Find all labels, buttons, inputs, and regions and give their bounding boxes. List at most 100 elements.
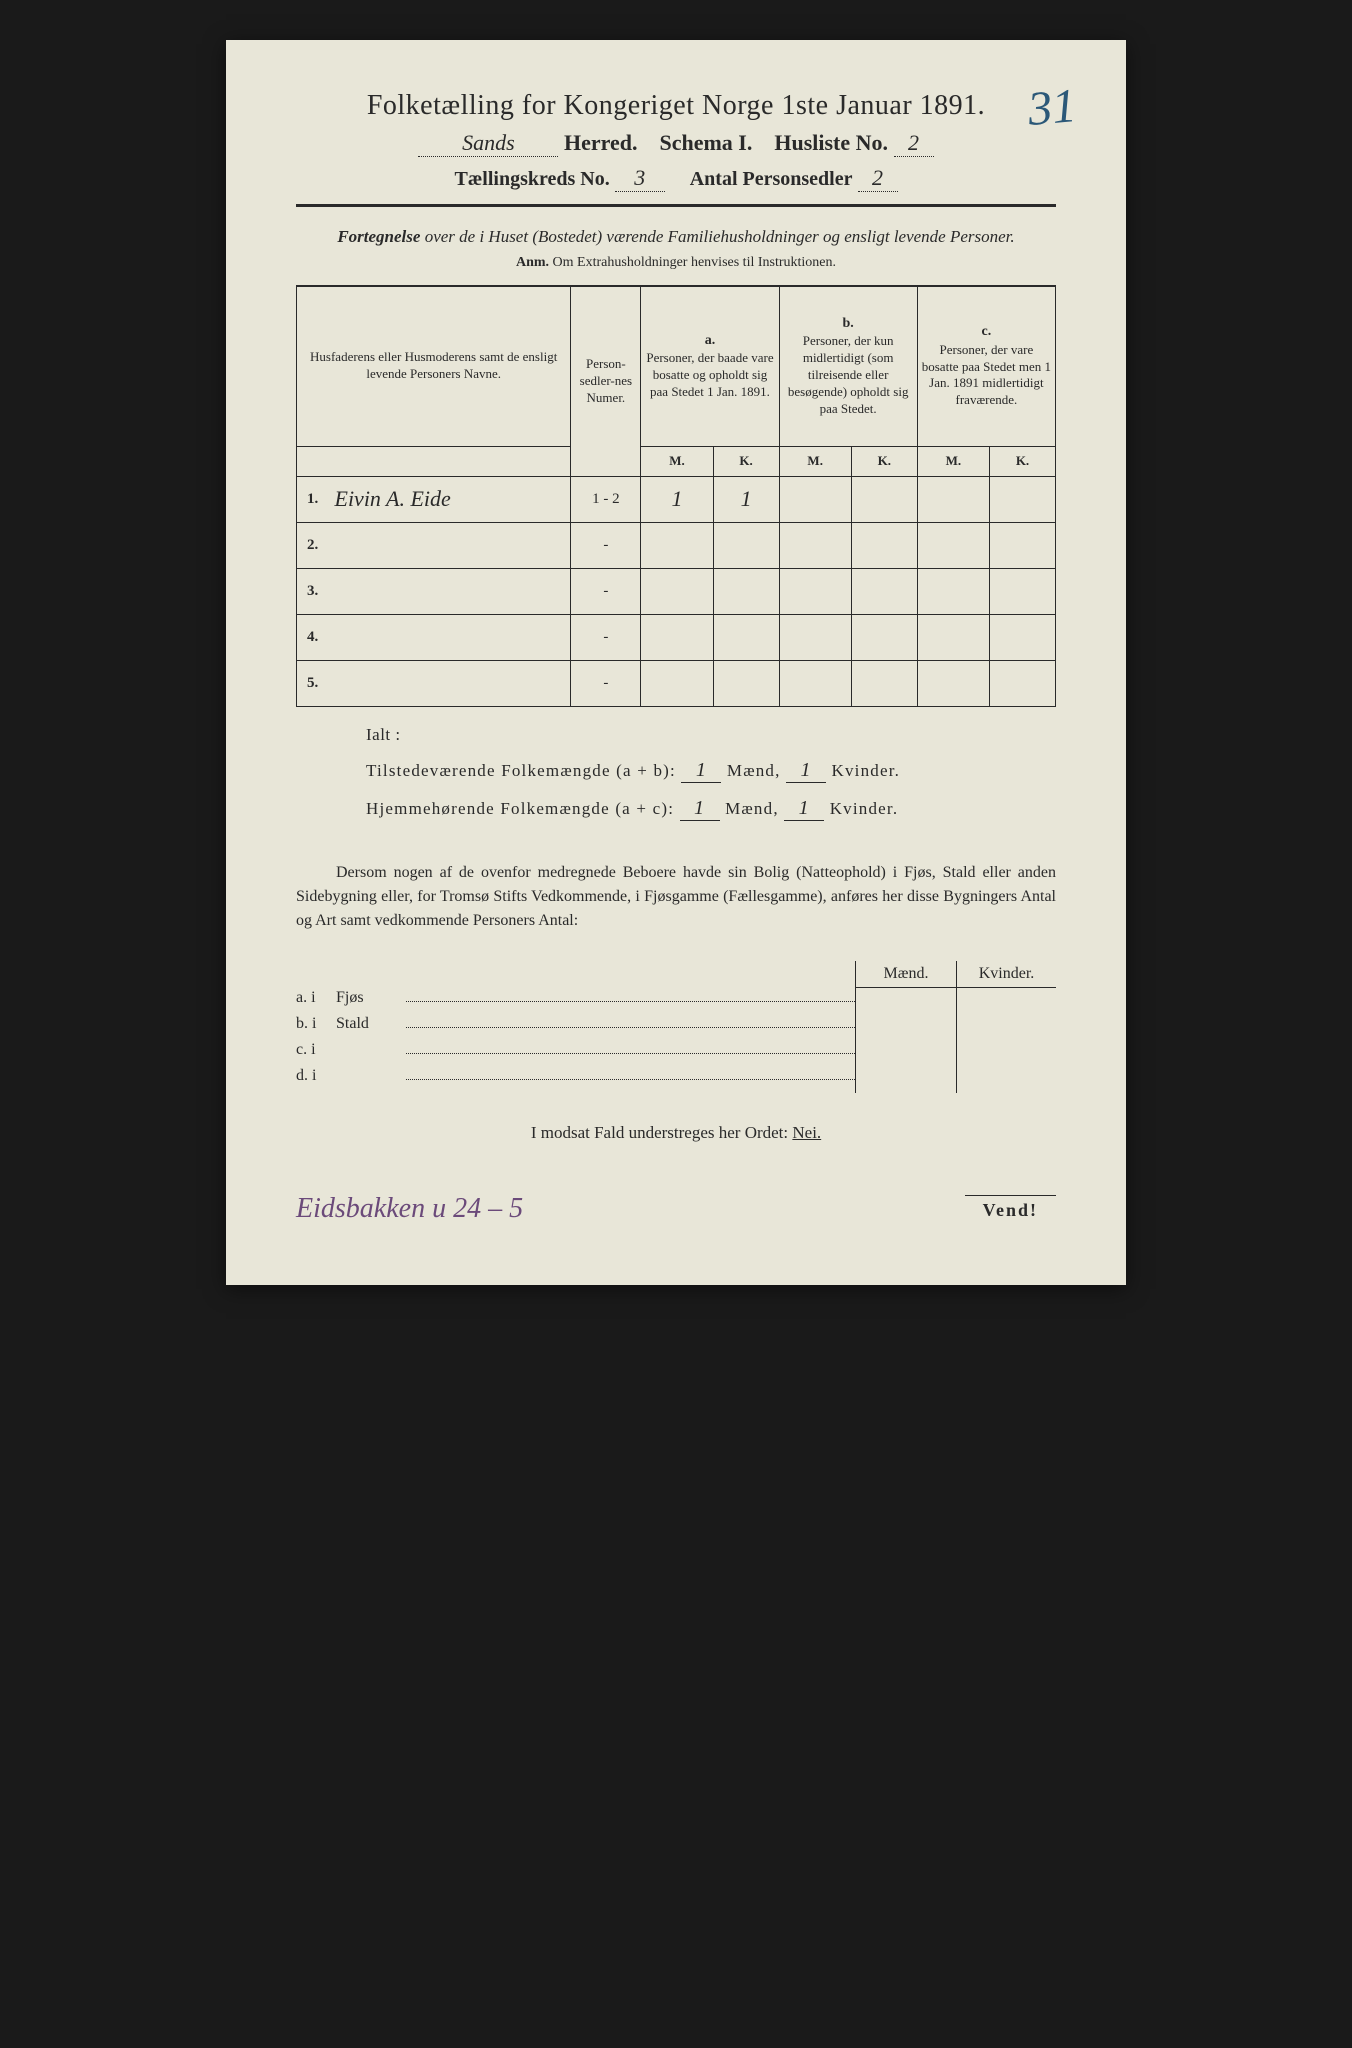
dots	[406, 1027, 855, 1028]
row-am	[641, 522, 713, 568]
kreds-value: 3	[615, 165, 665, 192]
col-c-label: c.	[922, 323, 1051, 341]
row-am: 1	[641, 476, 713, 522]
col-b-label: b.	[784, 315, 913, 333]
row-numer: -	[571, 568, 641, 614]
table-row: 4. -	[297, 614, 1056, 660]
row-ck	[990, 476, 1056, 522]
nei-word: Nei.	[792, 1123, 821, 1142]
totals-2-m: 1	[680, 797, 720, 821]
maend-label: Mænd,	[727, 761, 781, 780]
antal-value: 2	[858, 165, 898, 192]
row-cm	[917, 522, 989, 568]
row-am	[641, 660, 713, 706]
row-numer: 1 - 2	[571, 476, 641, 522]
dots	[406, 1079, 855, 1080]
row-bk	[851, 614, 917, 660]
blank-header	[297, 446, 571, 476]
bldg-lbl: c. i	[296, 1041, 336, 1059]
antal-label: Antal Personsedler	[690, 168, 853, 190]
row-name	[329, 568, 571, 614]
bldg-lbl: b. i	[296, 1015, 336, 1033]
bldg-row: d. i	[296, 1067, 855, 1085]
row-bk	[851, 476, 917, 522]
totals-2-k: 1	[784, 797, 824, 821]
kvinder-label: Kvinder.	[830, 799, 899, 818]
building-left: a. i Fjøs b. i Stald c. i d. i	[296, 961, 855, 1093]
col-c-m: M.	[917, 446, 989, 476]
building-right: Mænd. Kvinder.	[855, 961, 1056, 1093]
row-name: Eivin A. Eide	[329, 476, 571, 522]
col-a-m: M.	[641, 446, 713, 476]
row-num: 3.	[297, 568, 329, 614]
building-block: a. i Fjøs b. i Stald c. i d. i	[296, 961, 1056, 1093]
header-line-3: Tællingskreds No. 3 Antal Personsedler 2	[296, 165, 1056, 192]
husliste-value: 2	[894, 130, 934, 157]
row-ak	[713, 660, 779, 706]
row-numer: -	[571, 660, 641, 706]
row-cm	[917, 568, 989, 614]
paragraph: Dersom nogen af de ovenfor medregnede Be…	[296, 861, 1056, 933]
bldg-lbl: a. i	[296, 989, 336, 1007]
bldg-txt: Stald	[336, 1015, 406, 1033]
row-ck	[990, 568, 1056, 614]
anm-label: Anm.	[516, 255, 549, 270]
census-form-page: 31 Folketælling for Kongeriget Norge 1st…	[226, 40, 1126, 1285]
kreds-label: Tællingskreds No.	[455, 168, 610, 190]
row-num: 1.	[297, 476, 329, 522]
col-a-label: a.	[645, 332, 774, 350]
row-am	[641, 614, 713, 660]
col-numer-header: Person-sedler-nes Numer.	[571, 286, 641, 476]
nei-text: I modsat Fald understreges her Ordet:	[531, 1123, 793, 1142]
row-ak: 1	[713, 476, 779, 522]
subtitle-rest: over de i Huset (Bostedet) værende Famil…	[420, 227, 1014, 246]
totals-1-k: 1	[786, 759, 826, 783]
bldg-row: c. i	[296, 1041, 855, 1059]
schema-label: Schema I.	[659, 130, 752, 155]
kvinder-label: Kvinder.	[832, 761, 901, 780]
row-ak	[713, 614, 779, 660]
col-b-k: K.	[851, 446, 917, 476]
row-bk	[851, 568, 917, 614]
footer: Eidsbakken u 24 – 5 Vend!	[296, 1193, 1056, 1225]
anm-text: Om Extrahusholdninger henvises til Instr…	[549, 255, 836, 270]
row-bm	[779, 568, 851, 614]
row-ck	[990, 614, 1056, 660]
col-c-k: K.	[990, 446, 1056, 476]
col-b-header: b. Personer, der kun midlertidigt (som t…	[779, 286, 917, 446]
totals-line-1: Tilstedeværende Folkemængde (a + b): 1 M…	[366, 759, 1056, 783]
row-numer: -	[571, 522, 641, 568]
subtitle-lead: Fortegnelse	[337, 227, 420, 246]
col-a-k: K.	[713, 446, 779, 476]
row-bk	[851, 522, 917, 568]
col-b-m: M.	[779, 446, 851, 476]
row-bm	[779, 476, 851, 522]
row-name	[329, 522, 571, 568]
table-row: 2. -	[297, 522, 1056, 568]
col-name-header: Husfaderens eller Husmoderens samt de en…	[297, 286, 571, 446]
page-annotation: 31	[1026, 78, 1079, 137]
table-body: 1. Eivin A. Eide 1 - 2 1 1 2. - 3.	[297, 476, 1056, 706]
bldg-col-k: Kvinder.	[956, 961, 1056, 1093]
row-name	[329, 660, 571, 706]
footnote: Eidsbakken u 24 – 5	[296, 1193, 523, 1225]
col-b-text: Personer, der kun midlertidigt (som tilr…	[784, 333, 913, 417]
bldg-hdr-k: Kvinder.	[957, 961, 1056, 988]
dots	[406, 1001, 855, 1002]
bldg-txt: Fjøs	[336, 989, 406, 1007]
maend-label: Mænd,	[725, 799, 779, 818]
herred-value: Sands	[418, 130, 558, 157]
row-cm	[917, 614, 989, 660]
col-a-text: Personer, der baade vare bosatte og opho…	[645, 350, 774, 401]
husliste-label: Husliste No.	[774, 130, 888, 155]
herred-label: Herred.	[564, 130, 638, 155]
totals-2-label: Hjemmehørende Folkemængde (a + c):	[366, 799, 674, 818]
bldg-hdr-m: Mænd.	[856, 961, 956, 988]
row-ck	[990, 660, 1056, 706]
vend-label: Vend!	[965, 1195, 1056, 1225]
row-cm	[917, 476, 989, 522]
row-ak	[713, 522, 779, 568]
main-table: Husfaderens eller Husmoderens samt de en…	[296, 286, 1056, 707]
table-row: 5. -	[297, 660, 1056, 706]
row-name	[329, 614, 571, 660]
